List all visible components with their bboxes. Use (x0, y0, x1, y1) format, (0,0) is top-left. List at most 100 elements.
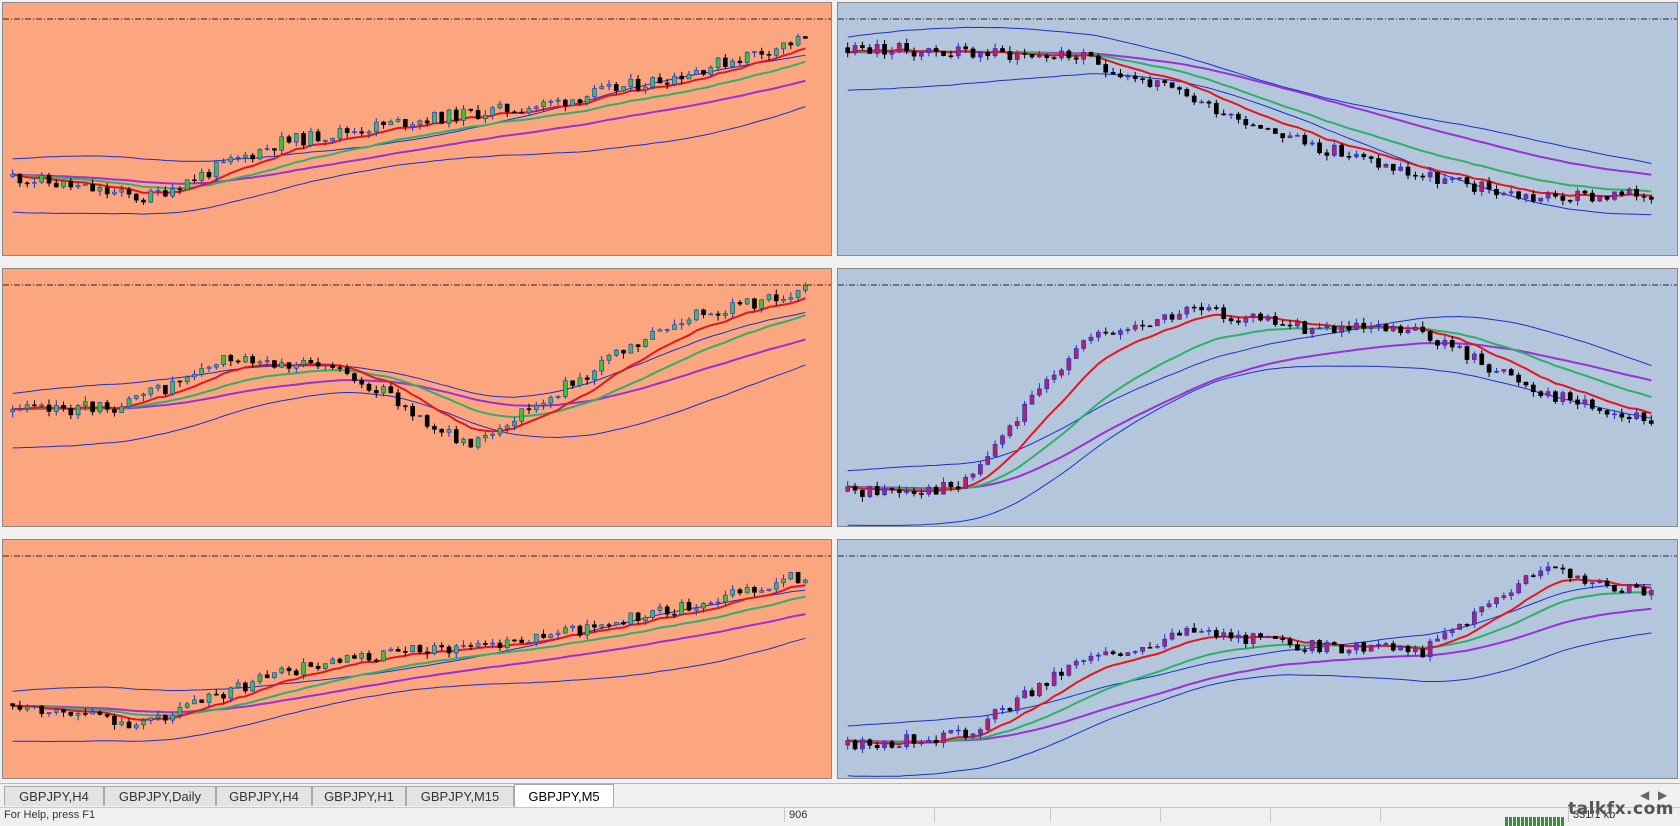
chart-pane-bottom-left[interactable] (2, 539, 832, 779)
candle-body (845, 740, 851, 746)
candle (1044, 53, 1050, 62)
candle (1560, 390, 1566, 406)
candle-body (483, 643, 488, 645)
chart-pane-middle-left[interactable] (2, 268, 832, 527)
chart-pane-middle-right[interactable] (837, 268, 1678, 527)
candle-body (911, 50, 917, 57)
candle-body (730, 589, 735, 596)
candle-body (1538, 197, 1544, 202)
candle (1449, 335, 1455, 352)
candle (874, 741, 880, 751)
candle-body (1641, 412, 1647, 422)
candle (453, 106, 459, 124)
candle-body (1199, 306, 1204, 311)
candle-body (1287, 324, 1293, 327)
candle (1538, 390, 1544, 399)
candle-body (657, 77, 663, 84)
candle-body (1398, 166, 1403, 171)
tab-gbpjpy-daily[interactable]: GBPJPY,Daily (104, 786, 216, 806)
candle-body (867, 486, 873, 497)
candle-body (933, 739, 939, 744)
candle (192, 174, 197, 183)
candle (1014, 416, 1020, 430)
candle-body (424, 415, 430, 427)
candle-body (1413, 648, 1418, 653)
candle (1169, 628, 1175, 641)
candle-body (1612, 191, 1617, 200)
candle (1523, 381, 1529, 388)
candle-body (1250, 124, 1256, 127)
chart-pane-top-right[interactable] (837, 2, 1678, 256)
candle (1339, 143, 1344, 157)
candle-body (1213, 307, 1219, 309)
candle-body (1457, 623, 1462, 630)
candle-body (1604, 195, 1610, 200)
candle-body (366, 383, 372, 391)
candle-body (1243, 119, 1249, 126)
candle (461, 105, 466, 126)
candle-body (1531, 384, 1536, 393)
tab-gbpjpy-h4-2[interactable]: GBPJPY,H4 (216, 786, 312, 806)
status-bar: For Help, press F1 906 331/1 kb (0, 807, 1680, 822)
candle-body (970, 733, 976, 738)
candle-body (221, 694, 226, 699)
candle-body (1147, 646, 1153, 649)
candle (221, 158, 226, 164)
candle-body (664, 606, 670, 615)
candle (1184, 87, 1190, 98)
candle (1177, 310, 1182, 320)
candle-body (635, 344, 641, 347)
candle (148, 717, 154, 725)
chart-pane-bottom-right[interactable] (837, 539, 1678, 779)
chart-pane-gbpjpy-h4-top-left[interactable] (2, 2, 832, 256)
candle-body (192, 179, 197, 182)
candle-body (352, 373, 357, 381)
candle-body (475, 643, 481, 647)
candle (1317, 639, 1322, 654)
candle-body (490, 107, 495, 116)
candle (1037, 682, 1042, 698)
tab-scroll-right-icon[interactable]: ▶ (1658, 788, 1668, 802)
candle (512, 110, 517, 114)
tab-gbpjpy-m15[interactable]: GBPJPY,M15 (406, 786, 514, 806)
candle (250, 679, 255, 692)
candle-body (1206, 101, 1212, 104)
tab-gbpjpy-m5[interactable]: GBPJPY,M5 (514, 784, 614, 808)
candle (1118, 652, 1123, 657)
candle (1545, 387, 1551, 399)
candle (483, 640, 488, 647)
candle-body (555, 99, 561, 102)
candle (519, 408, 525, 427)
candle (1553, 390, 1558, 404)
tab-gbpjpy-h1[interactable]: GBPJPY,H1 (312, 786, 406, 806)
candle-body (1435, 638, 1440, 642)
candle (359, 126, 365, 137)
candle-body (39, 705, 45, 715)
candle-body (845, 47, 851, 53)
candle (432, 111, 437, 125)
candle-body (1014, 53, 1020, 60)
bollinger-upper-line (847, 315, 1652, 472)
candle-body (672, 324, 677, 330)
candle (1390, 640, 1396, 652)
candle (635, 344, 641, 353)
candle-body (919, 493, 924, 495)
tab-gbpjpy-h4[interactable]: GBPJPY,H4 (4, 786, 104, 806)
candle-body (599, 359, 605, 372)
candle-body (228, 355, 234, 362)
candle (1494, 185, 1499, 199)
candle-body (1302, 321, 1308, 334)
tab-scroll-left-icon[interactable]: ◀ (1640, 788, 1650, 802)
candle-body (199, 699, 205, 703)
candle (555, 97, 561, 106)
candle-body (708, 602, 714, 605)
candle (1435, 634, 1440, 642)
candle (1250, 313, 1256, 323)
candle-body (773, 294, 779, 302)
candle (1626, 187, 1632, 196)
candle-body (1486, 181, 1492, 190)
candle-body (1634, 584, 1639, 588)
candle-body (1427, 640, 1433, 658)
candle-body (926, 48, 932, 53)
candle (1567, 390, 1573, 404)
